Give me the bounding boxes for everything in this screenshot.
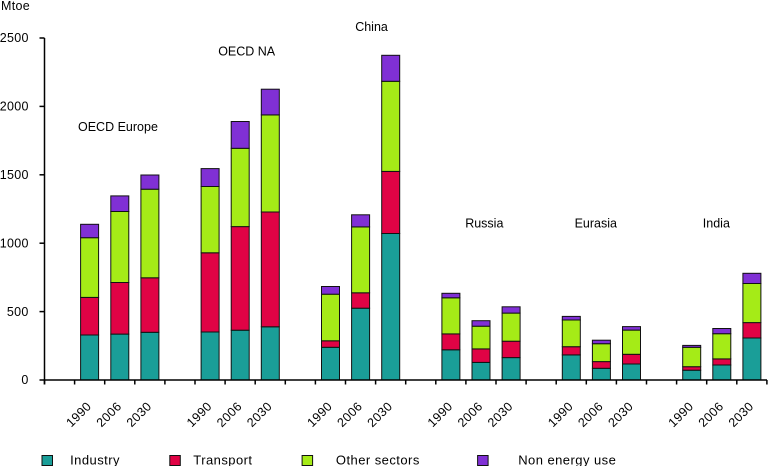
svg-text:Non energy use: Non energy use: [518, 452, 616, 466]
svg-text:OECD NA: OECD NA: [218, 44, 276, 58]
svg-text:Other sectors: Other sectors: [336, 452, 420, 466]
svg-text:Mtoe: Mtoe: [1, 0, 30, 13]
svg-text:OECD Europe: OECD Europe: [78, 120, 158, 134]
svg-text:Industry: Industry: [70, 452, 120, 466]
svg-text:Eurasia: Eurasia: [575, 216, 617, 230]
svg-text:500: 500: [7, 305, 29, 319]
svg-text:China: China: [355, 20, 388, 34]
svg-text:2500: 2500: [0, 31, 29, 45]
svg-text:2000: 2000: [0, 100, 29, 114]
svg-text:India: India: [703, 216, 730, 230]
svg-text:1500: 1500: [0, 168, 29, 182]
svg-text:1000: 1000: [0, 236, 29, 250]
svg-text:0: 0: [21, 373, 28, 387]
svg-text:Russia: Russia: [465, 216, 503, 230]
svg-text:Transport: Transport: [193, 452, 252, 466]
